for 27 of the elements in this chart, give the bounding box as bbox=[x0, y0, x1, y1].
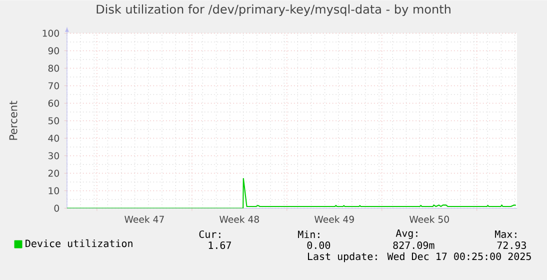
y-tick-label: 30 bbox=[48, 152, 59, 160]
y-tick-label: 90 bbox=[48, 47, 59, 54]
text: 72.93 bbox=[497, 241, 526, 249]
text: Last update: Wed Dec 17 00:25:00 2025 bbox=[308, 252, 531, 262]
y-tick-label: 50 bbox=[48, 117, 59, 124]
y-tick-label: 60 bbox=[48, 100, 59, 107]
y-tick-label: 20 bbox=[48, 170, 59, 177]
text: Cur: bbox=[199, 230, 220, 238]
text: Avg: bbox=[396, 229, 418, 239]
y-tick-label: 10 bbox=[48, 187, 59, 194]
y-tick-label: 40 bbox=[48, 134, 59, 142]
y-tick-label: 100 bbox=[42, 30, 59, 37]
x-tick-label: Week 49 bbox=[314, 216, 354, 223]
y-axis-title: Percent bbox=[9, 100, 18, 140]
text: 1.67 bbox=[208, 241, 231, 249]
y-tick-label: 70 bbox=[48, 82, 59, 90]
chart-title: Disk utilization for /dev/primary-key/mysql-data - by month bbox=[96, 4, 450, 16]
y-tick-label: 0 bbox=[54, 204, 60, 212]
text: 0.00 bbox=[307, 241, 330, 249]
x-tick-label: Week 47 bbox=[124, 216, 164, 223]
legend-label: Device utilization bbox=[26, 239, 132, 248]
text: 827.09m bbox=[393, 241, 434, 249]
text: Min: bbox=[298, 230, 320, 238]
text: Max: bbox=[495, 230, 516, 238]
x-tick-label: Week 48 bbox=[220, 216, 259, 223]
y-tick-label: 80 bbox=[48, 64, 59, 72]
x-tick-label: Week 50 bbox=[409, 216, 449, 223]
